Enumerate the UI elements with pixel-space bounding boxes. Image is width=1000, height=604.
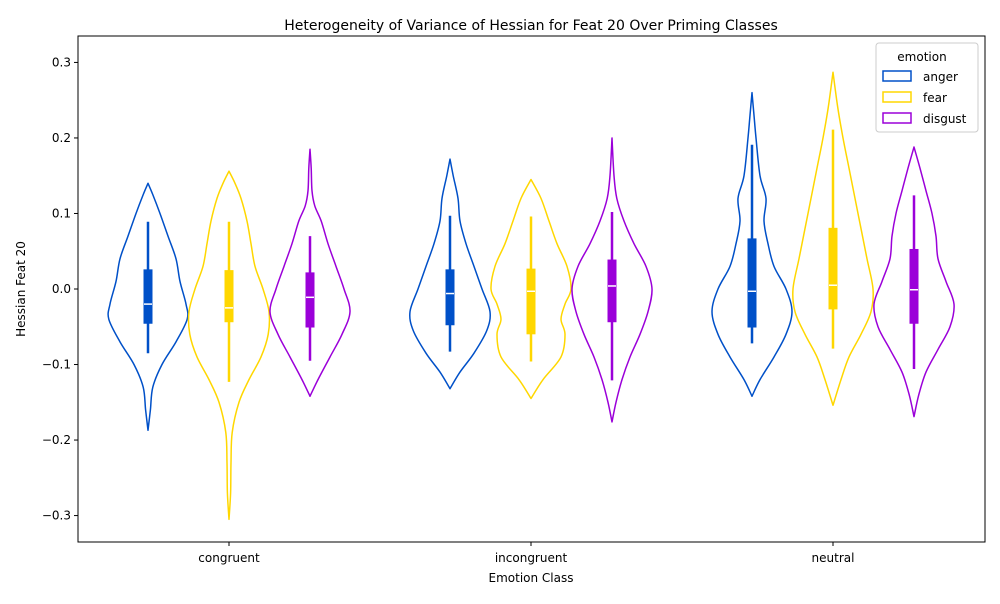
violin-anger-incongruent <box>409 158 491 390</box>
y-tick-label: 0.2 <box>52 131 71 145</box>
violin-iqr-box <box>445 269 455 326</box>
violin-fear-congruent <box>187 170 271 521</box>
y-axis: −0.3 −0.2 −0.1 0.0 0.1 0.2 0.3 <box>42 55 78 523</box>
violin-iqr-box <box>828 227 838 310</box>
violin-outline <box>873 146 955 418</box>
legend-title: emotion <box>897 50 946 64</box>
violin-iqr-box <box>747 238 757 328</box>
legend-label-anger: anger <box>923 70 958 84</box>
x-tick-label-congruent: congruent <box>198 551 260 565</box>
legend-frame <box>875 42 979 133</box>
violin-iqr-box <box>526 268 536 335</box>
violin-outline <box>711 91 793 397</box>
y-tick-label: 0.3 <box>52 55 71 69</box>
legend: emotion anger fear disgust <box>875 42 979 133</box>
x-axis: congruent incongruent neutral <box>198 542 854 565</box>
violin-outline <box>269 148 351 397</box>
y-tick-label: 0.1 <box>52 206 71 220</box>
violin-iqr-box <box>909 248 919 324</box>
violin-outline <box>409 158 491 390</box>
legend-label-fear: fear <box>923 91 947 105</box>
y-tick-label: −0.1 <box>42 358 71 372</box>
violin-iqr-box <box>143 269 153 324</box>
legend-label-disgust: disgust <box>923 112 967 126</box>
chart-title: Heterogeneity of Variance of Hessian for… <box>284 18 778 34</box>
violin-fear-incongruent <box>490 178 572 400</box>
plot-area <box>107 71 955 521</box>
violin-disgust-incongruent <box>571 137 653 423</box>
violin-iqr-box <box>305 272 315 328</box>
legend-swatch-anger <box>882 70 912 82</box>
violin-outline <box>490 178 572 400</box>
violin-iqr-box <box>224 270 234 323</box>
violin-fear-neutral <box>791 71 875 407</box>
x-tick-label-incongruent: incongruent <box>495 551 568 565</box>
y-tick-label: −0.2 <box>42 433 71 447</box>
violin-iqr-box <box>607 259 617 323</box>
violin-disgust-neutral <box>873 146 955 418</box>
violin-outline <box>187 170 271 521</box>
violin-outline <box>791 71 875 407</box>
violin-outline <box>107 182 189 431</box>
y-tick-label: 0.0 <box>52 282 71 296</box>
violin-outline <box>571 137 653 423</box>
y-tick-label: −0.3 <box>42 509 71 523</box>
x-axis-label: Emotion Class <box>489 571 574 585</box>
y-axis-label: Hessian Feat 20 <box>14 241 28 337</box>
violin-anger-congruent <box>107 182 189 431</box>
legend-swatch-disgust <box>882 112 912 124</box>
legend-swatch-fear <box>882 91 912 103</box>
violin-anger-neutral <box>711 91 793 397</box>
x-tick-label-neutral: neutral <box>812 551 855 565</box>
violin-disgust-congruent <box>269 148 351 397</box>
